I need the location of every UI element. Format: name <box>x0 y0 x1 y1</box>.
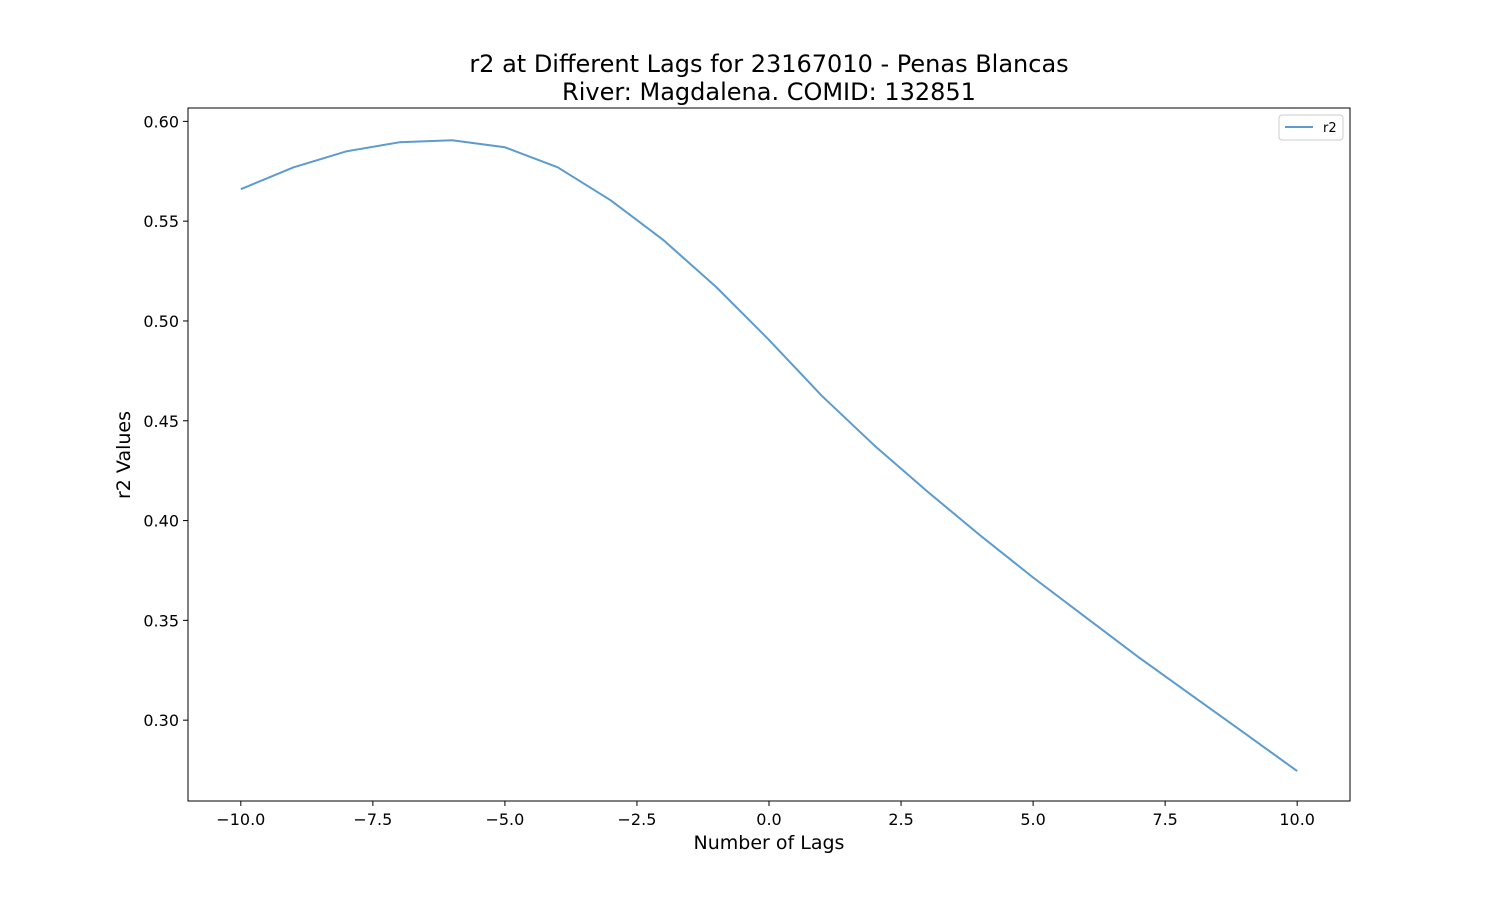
y-tick-label: 0.35 <box>143 611 179 630</box>
y-tick-label: 0.30 <box>143 711 179 730</box>
x-tick-label: −2.5 <box>618 810 657 829</box>
x-tick-label: 7.5 <box>1152 810 1177 829</box>
x-tick-label: −10.0 <box>216 810 265 829</box>
chart-subtitle: River: Magdalena. COMID: 132851 <box>562 78 976 106</box>
chart-title: r2 at Different Lags for 23167010 - Pena… <box>469 50 1068 78</box>
x-tick-label: 10.0 <box>1279 810 1315 829</box>
x-tick-label: −7.5 <box>353 810 392 829</box>
legend: r2 <box>1278 114 1344 141</box>
series-layer <box>240 139 1298 772</box>
y-axis: 0.30 0.35 0.40 0.45 0.50 0.55 0.60 <box>143 112 188 730</box>
x-tick-label: 2.5 <box>888 810 913 829</box>
x-axis-label: Number of Lags <box>694 832 845 854</box>
plot-frame <box>187 107 1351 802</box>
y-tick-label: 0.40 <box>143 512 179 531</box>
legend-label-r2: r2 <box>1323 121 1337 136</box>
series-line-r2 <box>240 139 1298 772</box>
x-tick-label: 0.0 <box>756 810 781 829</box>
y-tick-label: 0.50 <box>143 312 179 331</box>
y-tick-label: 0.55 <box>143 212 179 231</box>
plot-area <box>188 108 1350 801</box>
y-tick-label: 0.45 <box>143 412 179 431</box>
x-axis: −10.0 −7.5 −5.0 −2.5 0.0 2.5 5.0 7.5 10.0 <box>216 801 1315 829</box>
x-tick-label: −5.0 <box>485 810 524 829</box>
y-tick-label: 0.60 <box>143 112 179 131</box>
x-tick-label: 5.0 <box>1020 810 1045 829</box>
y-axis-label: r2 Values <box>113 411 135 499</box>
